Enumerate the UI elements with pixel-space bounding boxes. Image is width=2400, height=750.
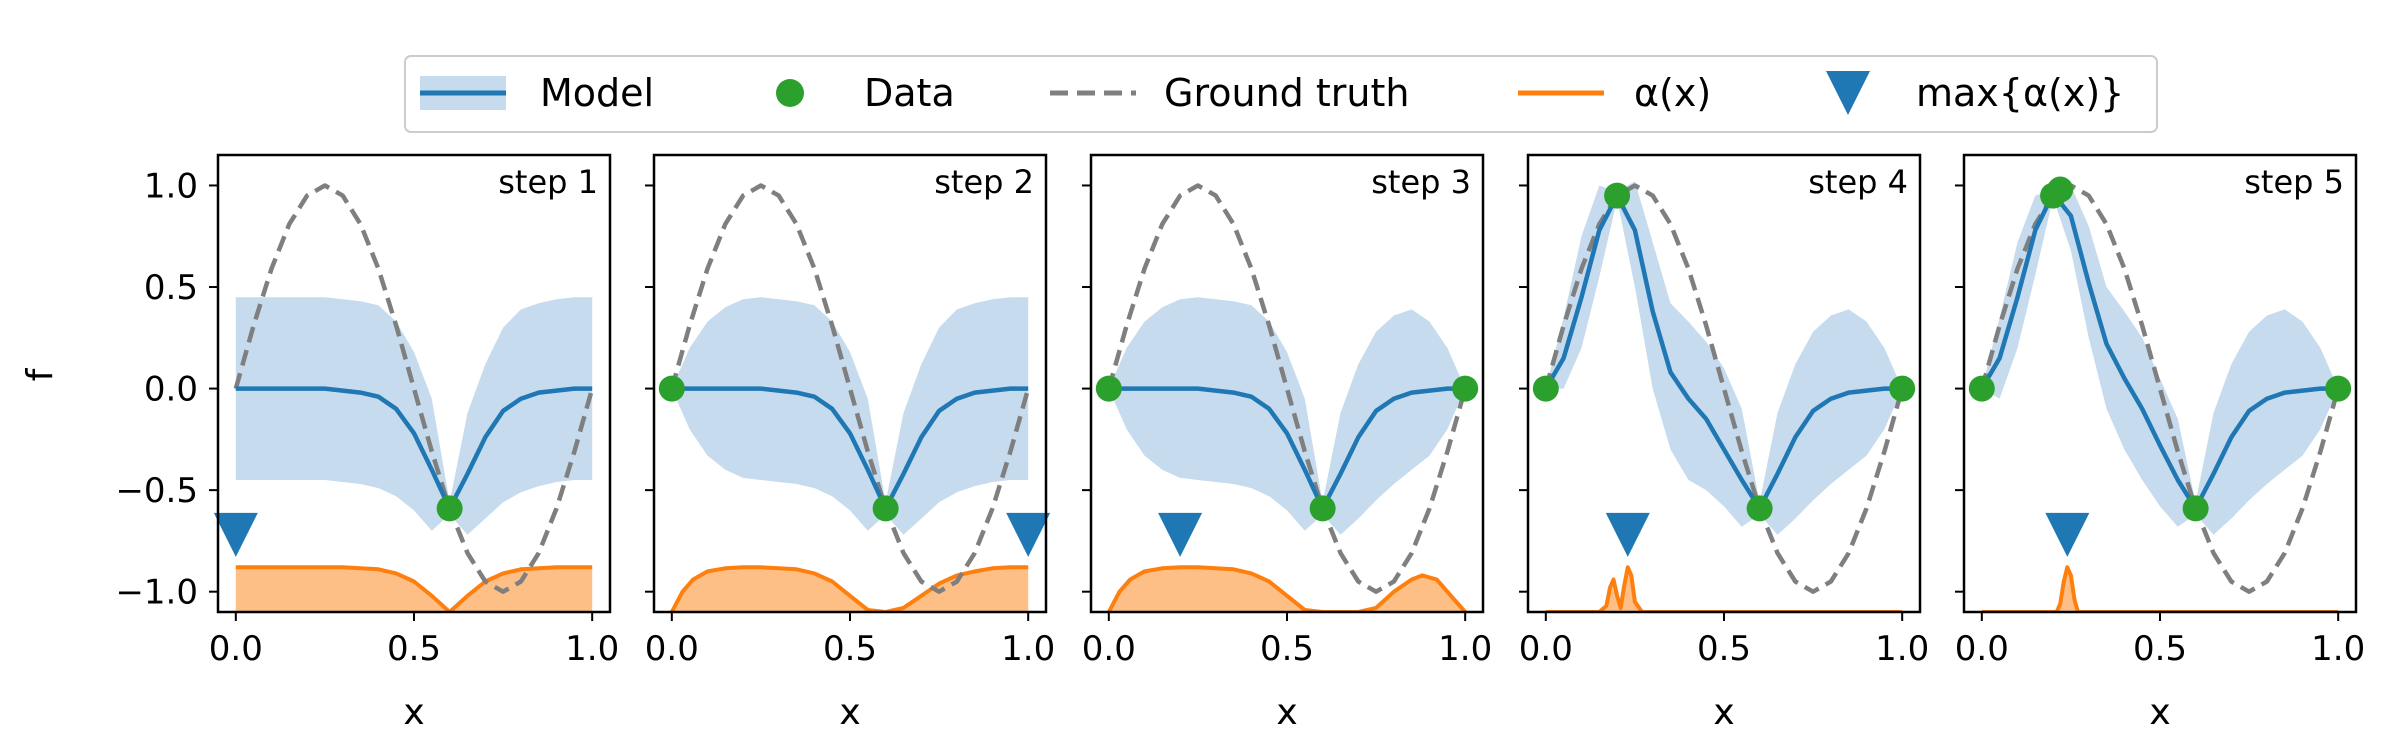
legend-swatch-data: [776, 79, 804, 107]
data-point: [2182, 495, 2209, 522]
data-point: [1532, 375, 1559, 402]
plot-area: [1979, 183, 2341, 612]
model-confidence-band: [671, 297, 1029, 535]
data-point: [2047, 176, 2074, 203]
data-point: [1309, 495, 1336, 522]
model-confidence-band: [1108, 297, 1466, 535]
x-axis-label: x: [1276, 692, 1297, 733]
plot-area: [1543, 181, 1905, 612]
model-mean-line: [1979, 191, 2339, 511]
x-tick-label: 1.0: [565, 629, 619, 669]
data-point: [1452, 375, 1479, 402]
x-tick-label: 0.0: [1955, 629, 2009, 669]
data-point: [658, 375, 685, 402]
panel-step-2: step 2 0.0 0.5 1.0 x: [645, 153, 1055, 733]
plot-area: [1106, 183, 1468, 612]
legend-frame: [404, 55, 2158, 133]
acquisition-fill: [1981, 567, 2339, 612]
plot-area: [669, 183, 1031, 612]
acquisition-fill: [1108, 567, 1466, 612]
x-tick-label: 1.0: [1438, 629, 1492, 669]
x-tick-label: 0.5: [1697, 629, 1751, 669]
ground-truth-line: [233, 183, 595, 594]
ground-truth-line: [1543, 183, 1905, 594]
panel-title: step 2: [934, 163, 1034, 201]
argmax-marker: [2045, 512, 2090, 557]
ground-truth-line: [1106, 183, 1468, 594]
x-axis-label: x: [403, 692, 424, 733]
acquisition-line: [670, 565, 1029, 612]
acquisition-line: [235, 565, 593, 612]
data-point: [872, 495, 899, 522]
model-mean-line: [671, 386, 1029, 511]
acquisition-fill: [235, 567, 593, 612]
x-axis-label: x: [1713, 692, 1734, 733]
model-confidence-band: [235, 297, 593, 535]
model-confidence-band: [1981, 185, 2339, 535]
x-tick-label: 0.5: [387, 629, 441, 669]
legend-label: Model: [540, 71, 654, 115]
data-point: [436, 495, 463, 522]
model-mean-line: [1108, 386, 1466, 511]
x-tick-label: 0.0: [209, 629, 263, 669]
model-mean-line: [1543, 193, 1903, 511]
legend-label: max{α(x)}: [1916, 71, 2124, 115]
data-point: [1095, 375, 1122, 402]
acquisition-fill: [1545, 567, 1903, 612]
acquisition-fill: [671, 567, 1029, 612]
y-axis-label: f: [20, 367, 61, 381]
panel-step-5: step 5 0.0 0.5 1.0 x: [1955, 153, 2365, 733]
plot-area: [233, 183, 595, 612]
y-tick-label: −1.0: [115, 573, 198, 613]
panel-step-3: step 3 0.0 0.5 1.0 x: [1082, 153, 1492, 733]
data-point: [1746, 495, 1773, 522]
panel-step-1: step 1 0.0 0.5 1.0 x 1.0 0.5 0.0 −0.5 −1.0: [115, 153, 619, 733]
legend-label: α(x): [1634, 71, 1711, 115]
y-tick-label: 0.5: [144, 268, 198, 308]
argmax-marker: [1006, 512, 1051, 557]
ground-truth-line: [1979, 183, 2341, 594]
model-mean-line: [235, 386, 593, 511]
x-tick-label: 0.0: [645, 629, 699, 669]
argmax-marker: [1158, 512, 1203, 557]
model-confidence-band: [1545, 181, 1903, 535]
x-tick-label: 0.0: [1082, 629, 1136, 669]
x-axis-label: x: [2149, 692, 2170, 733]
panel-title: step 4: [1808, 163, 1908, 201]
x-tick-label: 0.5: [823, 629, 877, 669]
panel-title: step 3: [1371, 163, 1471, 201]
data-point: [1968, 375, 1995, 402]
x-axis-label: x: [839, 692, 860, 733]
legend: Model Data Ground truth α(x) max{α(x)}: [404, 55, 2158, 133]
x-tick-label: 0.5: [1260, 629, 1314, 669]
data-point: [1604, 182, 1631, 209]
panel-step-4: step 4 0.0 0.5 1.0 x: [1519, 153, 1929, 733]
legend-swatch-argmax: [1826, 71, 1870, 115]
y-tick-label: 0.0: [144, 370, 198, 410]
data-point: [1889, 375, 1916, 402]
x-tick-label: 0.5: [2133, 629, 2187, 669]
legend-label: Ground truth: [1164, 71, 1409, 115]
y-tick-label: −0.5: [115, 471, 198, 511]
panel-title: step 5: [2244, 163, 2344, 201]
x-tick-label: 1.0: [1001, 629, 1055, 669]
acquisition-line: [1545, 565, 1903, 612]
data-point: [2325, 375, 2352, 402]
x-tick-label: 1.0: [2311, 629, 2365, 669]
x-tick-label: 0.0: [1519, 629, 1573, 669]
acquisition-line: [1107, 565, 1467, 612]
panels: step 1 0.0 0.5 1.0 x 1.0 0.5 0.0 −0.5 −1.0 step 2 0…: [115, 153, 2365, 733]
ground-truth-line: [669, 183, 1031, 594]
y-tick-label: 1.0: [144, 166, 198, 206]
legend-label: Data: [864, 71, 955, 115]
acquisition-line: [1981, 565, 2339, 612]
argmax-marker: [213, 512, 258, 557]
panel-title: step 1: [498, 163, 598, 201]
argmax-marker: [1605, 512, 1650, 557]
x-tick-label: 1.0: [1875, 629, 1929, 669]
